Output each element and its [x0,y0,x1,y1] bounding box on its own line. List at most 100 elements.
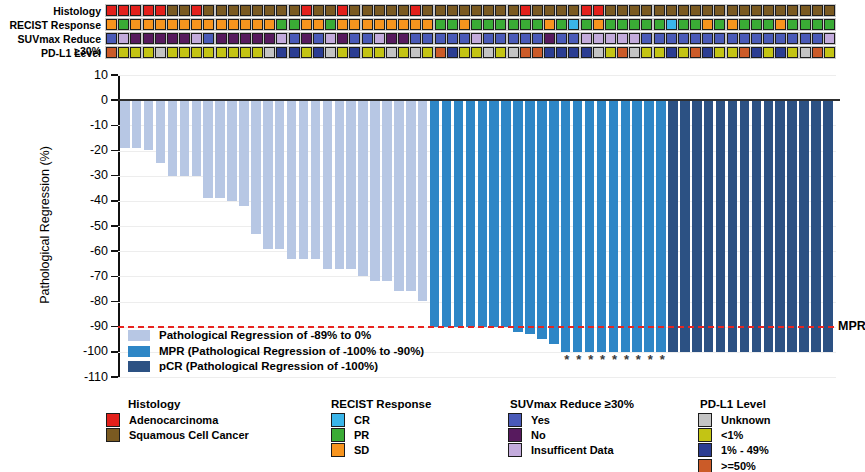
suvmax-reduce-marker [240,33,251,44]
legend-item-label: >=50% [721,460,756,472]
pdl1-level-marker [422,47,433,58]
regression-bar [621,101,631,351]
recist-response-marker [398,19,409,30]
regression-bar [478,101,488,326]
suvmax-reduce-marker [775,33,786,44]
pdl1-level-marker [386,47,397,58]
regression-bar [442,101,452,326]
regression-bar [430,101,440,326]
recist-response-marker [349,19,360,30]
legend-item-label: SD [354,444,369,456]
asterisk-marker: * [612,352,617,367]
recist-response-marker [459,19,470,30]
regression-bar [573,101,583,351]
recist-response-marker [641,19,652,30]
pdl1-level-marker [605,47,616,58]
y-tick-label: -10 [68,118,108,132]
pdl1-level-marker [751,47,762,58]
recist-response-marker [386,19,397,30]
recist-response-marker [617,19,628,30]
regression-bar [192,101,202,175]
pdl1-level-marker [520,47,531,58]
pdl1-level-marker [727,47,738,58]
suvmax-reduce-marker [714,33,725,44]
pdl1-level-marker [775,47,786,58]
pdl1-level-marker [787,47,798,58]
regression-bar [454,101,464,326]
suvmax-reduce-marker [216,33,227,44]
histology-marker [581,5,592,16]
legend-swatch [698,413,712,427]
regression-bar [549,101,559,344]
recist-response-marker [203,19,214,30]
legend-item-label: No [531,429,546,441]
recist-response-marker [702,19,713,30]
suvmax-reduce-marker [739,33,750,44]
recist-response-marker [191,19,202,30]
y-tick-mark [111,301,118,303]
regression-bar [251,101,261,233]
pdl1-level-marker [800,47,811,58]
recist-response-marker [118,19,129,30]
histology-marker [800,5,811,16]
recist-response-marker [824,19,835,30]
histology-marker [179,5,190,16]
y-tick-label: -30 [68,168,108,182]
annotation-label-recist: RECIST Response [0,19,101,31]
y-tick-mark [111,351,118,353]
histology-marker [690,5,701,16]
pdl1-level-marker [313,47,324,58]
y-tick-mark [111,125,118,127]
histology-marker [495,5,506,16]
histology-marker [812,5,823,16]
regression-bar [692,101,702,351]
regression-bar [740,101,750,351]
y-axis-title: Pathological Regression (%) [38,74,52,376]
suvmax-reduce-marker [471,33,482,44]
pdl1-level-marker [702,47,713,58]
suvmax-reduce-marker [556,33,567,44]
pdl1-level-marker [544,47,555,58]
pdl1-level-marker [435,47,446,58]
recist-response-marker [654,19,665,30]
pdl1-level-marker [812,47,823,58]
histology-marker [641,5,652,16]
legend-item-label: Yes [531,414,550,426]
suvmax-reduce-marker [654,33,665,44]
histology-marker [751,5,762,16]
recist-response-marker [301,19,312,30]
y-tick-mark [111,200,118,202]
y-tick-mark [111,175,118,177]
histology-marker [459,5,470,16]
recist-response-marker [325,19,336,30]
suvmax-reduce-marker [155,33,166,44]
histology-marker [702,5,713,16]
suvmax-reduce-marker [751,33,762,44]
legend-item-label: Insufficent Data [531,444,614,456]
recist-response-marker [362,19,373,30]
recist-response-marker [155,19,166,30]
recist-response-marker [483,19,494,30]
suvmax-reduce-marker [544,33,555,44]
pdl1-level-marker [191,47,202,58]
suvmax-reduce-marker [313,33,324,44]
pdl1-level-marker [763,47,774,58]
histology-marker [301,5,312,16]
pdl1-level-marker [593,47,604,58]
regression-bar [299,101,309,258]
legend-item-label: <1% [721,429,743,441]
regression-bar [787,101,797,351]
suvmax-reduce-marker [264,33,275,44]
suvmax-reduce-marker [143,33,154,44]
bar-legend-swatch [128,346,150,357]
histology-marker [666,5,677,16]
regression-bar [656,101,666,351]
regression-bar [775,101,785,351]
histology-marker [313,5,324,16]
legend-group-title: PD-L1 Level [700,398,766,410]
histology-marker [483,5,494,16]
suvmax-reduce-marker [459,33,470,44]
regression-bar [632,101,642,351]
recist-response-marker [727,19,738,30]
suvmax-reduce-marker [702,33,713,44]
